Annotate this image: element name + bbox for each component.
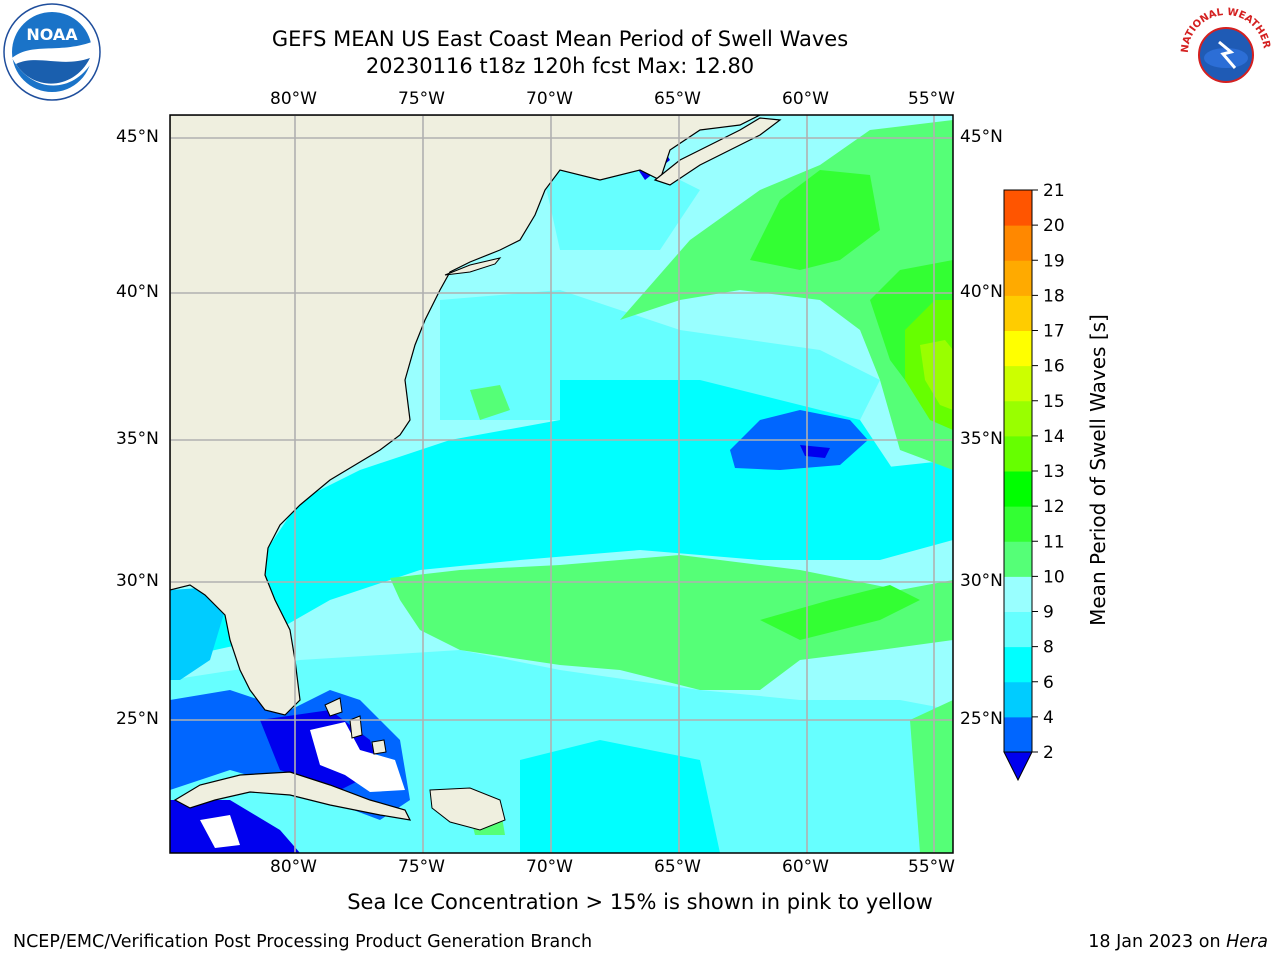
swell-zone-9s — [390, 555, 953, 690]
swell-zone-6s — [520, 740, 720, 853]
lon-label-top: 70°W — [526, 89, 573, 109]
colorbar-tick-label: 11 — [1043, 532, 1065, 552]
land-bahamas — [324, 697, 343, 717]
colorbar-segment — [1004, 330, 1032, 367]
land-nova-scotia — [653, 117, 782, 186]
noaa-logo-icon: NOAA — [3, 3, 101, 101]
colorbar-under-triangle — [1003, 751, 1033, 782]
land-cuba — [173, 771, 412, 821]
chart-subtitle: 20230116 t18z 120h fcst Max: 12.80 — [365, 54, 755, 78]
lat-label-right: 40°N — [960, 282, 1003, 302]
lat-label-left: 40°N — [116, 282, 159, 302]
colorbar: 2 4 6 8 9 10 11 12 13 14 15 16 17 18 19 20 21 — [1003, 181, 1065, 782]
swell-zone-12s — [920, 340, 953, 410]
date-stamp: 18 Jan 2023 on Hera — [1088, 932, 1268, 952]
colorbar-segment — [1004, 611, 1032, 648]
lon-label-bottom: 80°W — [270, 857, 317, 877]
colorbar-label: Mean Period of Swell Waves [s] — [1086, 314, 1110, 626]
colorbar-tick-label: 21 — [1043, 181, 1065, 201]
colorbar-segment — [1004, 365, 1032, 402]
colorbar-segment — [1004, 295, 1032, 331]
colorbar-segment — [1004, 681, 1032, 718]
colorbar-tick-label: 9 — [1043, 603, 1054, 623]
colorbar-tick-label: 20 — [1043, 216, 1065, 236]
shallow-mask — [310, 722, 405, 792]
colorbar-segment — [1004, 576, 1032, 612]
colorbar-segment — [1004, 260, 1032, 296]
colorbar-segment — [1004, 435, 1032, 472]
colorbar-segment — [1004, 646, 1032, 683]
colorbar-segment — [1004, 190, 1032, 226]
noaa-logo: NOAA — [2, 2, 102, 102]
colorbar-tick-label: 18 — [1043, 286, 1065, 306]
colorbar-tick-label: 10 — [1043, 567, 1065, 587]
lon-label-top: 80°W — [270, 89, 317, 109]
land-north-america — [170, 115, 761, 716]
colorbar-tick-label: 12 — [1043, 497, 1065, 517]
colorbar-segment — [1004, 400, 1032, 437]
colorbar-segments — [1003, 189, 1033, 782]
nws-logo-icon: NATIONAL WEATHER SERVICE — [1171, 0, 1275, 102]
swell-zone-4s — [170, 588, 225, 680]
land-long-island — [444, 257, 502, 276]
colorbar-tick-label: 13 — [1043, 462, 1065, 482]
lat-label-right: 45°N — [960, 127, 1003, 147]
graticule — [170, 115, 953, 853]
noaa-logo-text: NOAA — [26, 25, 78, 44]
lat-label-right: 30°N — [960, 571, 1003, 591]
nws-logo: NATIONAL WEATHER SERVICE — [1171, 0, 1277, 104]
chart-title: GEFS MEAN US East Coast Mean Period of S… — [271, 27, 849, 51]
lon-label-top: 65°W — [654, 89, 701, 109]
ice-note: Sea Ice Concentration > 15% is shown in … — [347, 890, 933, 914]
colorbar-tick-label: 4 — [1043, 708, 1054, 728]
colorbar-tick-label: 16 — [1043, 357, 1065, 377]
colorbar-tick-label: 17 — [1043, 322, 1065, 342]
lon-label-bottom: 65°W — [654, 857, 701, 877]
colorbar-segment — [1004, 225, 1032, 261]
land-hispaniola — [429, 787, 506, 831]
swell-zone-10s — [750, 170, 880, 270]
lon-label-top: 60°W — [782, 89, 829, 109]
colorbar-tick-label: 2 — [1043, 743, 1054, 763]
lon-label-bottom: 55°W — [908, 857, 955, 877]
swell-zone-9s — [910, 700, 953, 853]
swell-zone-10s — [760, 585, 920, 640]
swell-zone-8s — [440, 290, 880, 430]
colorbar-tick-label: 6 — [1043, 673, 1054, 693]
map-frame — [169, 114, 954, 854]
lat-label-left: 30°N — [116, 571, 159, 591]
lat-label-left: 25°N — [116, 709, 159, 729]
swell-zone-9s — [470, 385, 510, 420]
lon-label-bottom: 60°W — [782, 857, 829, 877]
colorbar-segment — [1004, 506, 1032, 542]
lat-label-right: 25°N — [960, 709, 1003, 729]
lat-label-left: 45°N — [116, 127, 159, 147]
lat-label-right: 35°N — [960, 429, 1003, 449]
colorbar-tick-label: 15 — [1043, 392, 1065, 412]
colorbar-tick-label: 14 — [1043, 427, 1065, 447]
lon-label-bottom: 70°W — [526, 857, 573, 877]
colorbar-tick-label: 8 — [1043, 638, 1054, 658]
shallow-mask — [200, 815, 240, 848]
lon-label-top: 55°W — [908, 89, 955, 109]
date-text: 18 Jan 2023 on — [1088, 932, 1221, 952]
colorbar-tick-label: 19 — [1043, 251, 1065, 271]
colorbar-ticks: 2 4 6 8 9 10 11 12 13 14 15 16 17 18 19 20 21 — [1032, 181, 1065, 763]
lat-label-left: 35°N — [116, 429, 159, 449]
credit-text: NCEP/EMC/Verification Post Processing Pr… — [13, 932, 593, 952]
lon-label-bottom: 75°W — [398, 857, 445, 877]
colorbar-segment — [1004, 716, 1032, 753]
machine-name: Hera — [1226, 932, 1268, 952]
lon-label-top: 75°W — [398, 89, 445, 109]
colorbar-segment — [1004, 541, 1032, 577]
land-bahamas — [371, 739, 387, 755]
swell-zone-under-2s — [170, 800, 300, 853]
land-bahamas — [349, 715, 363, 739]
colorbar-segment — [1004, 471, 1032, 507]
map-field — [170, 115, 953, 853]
